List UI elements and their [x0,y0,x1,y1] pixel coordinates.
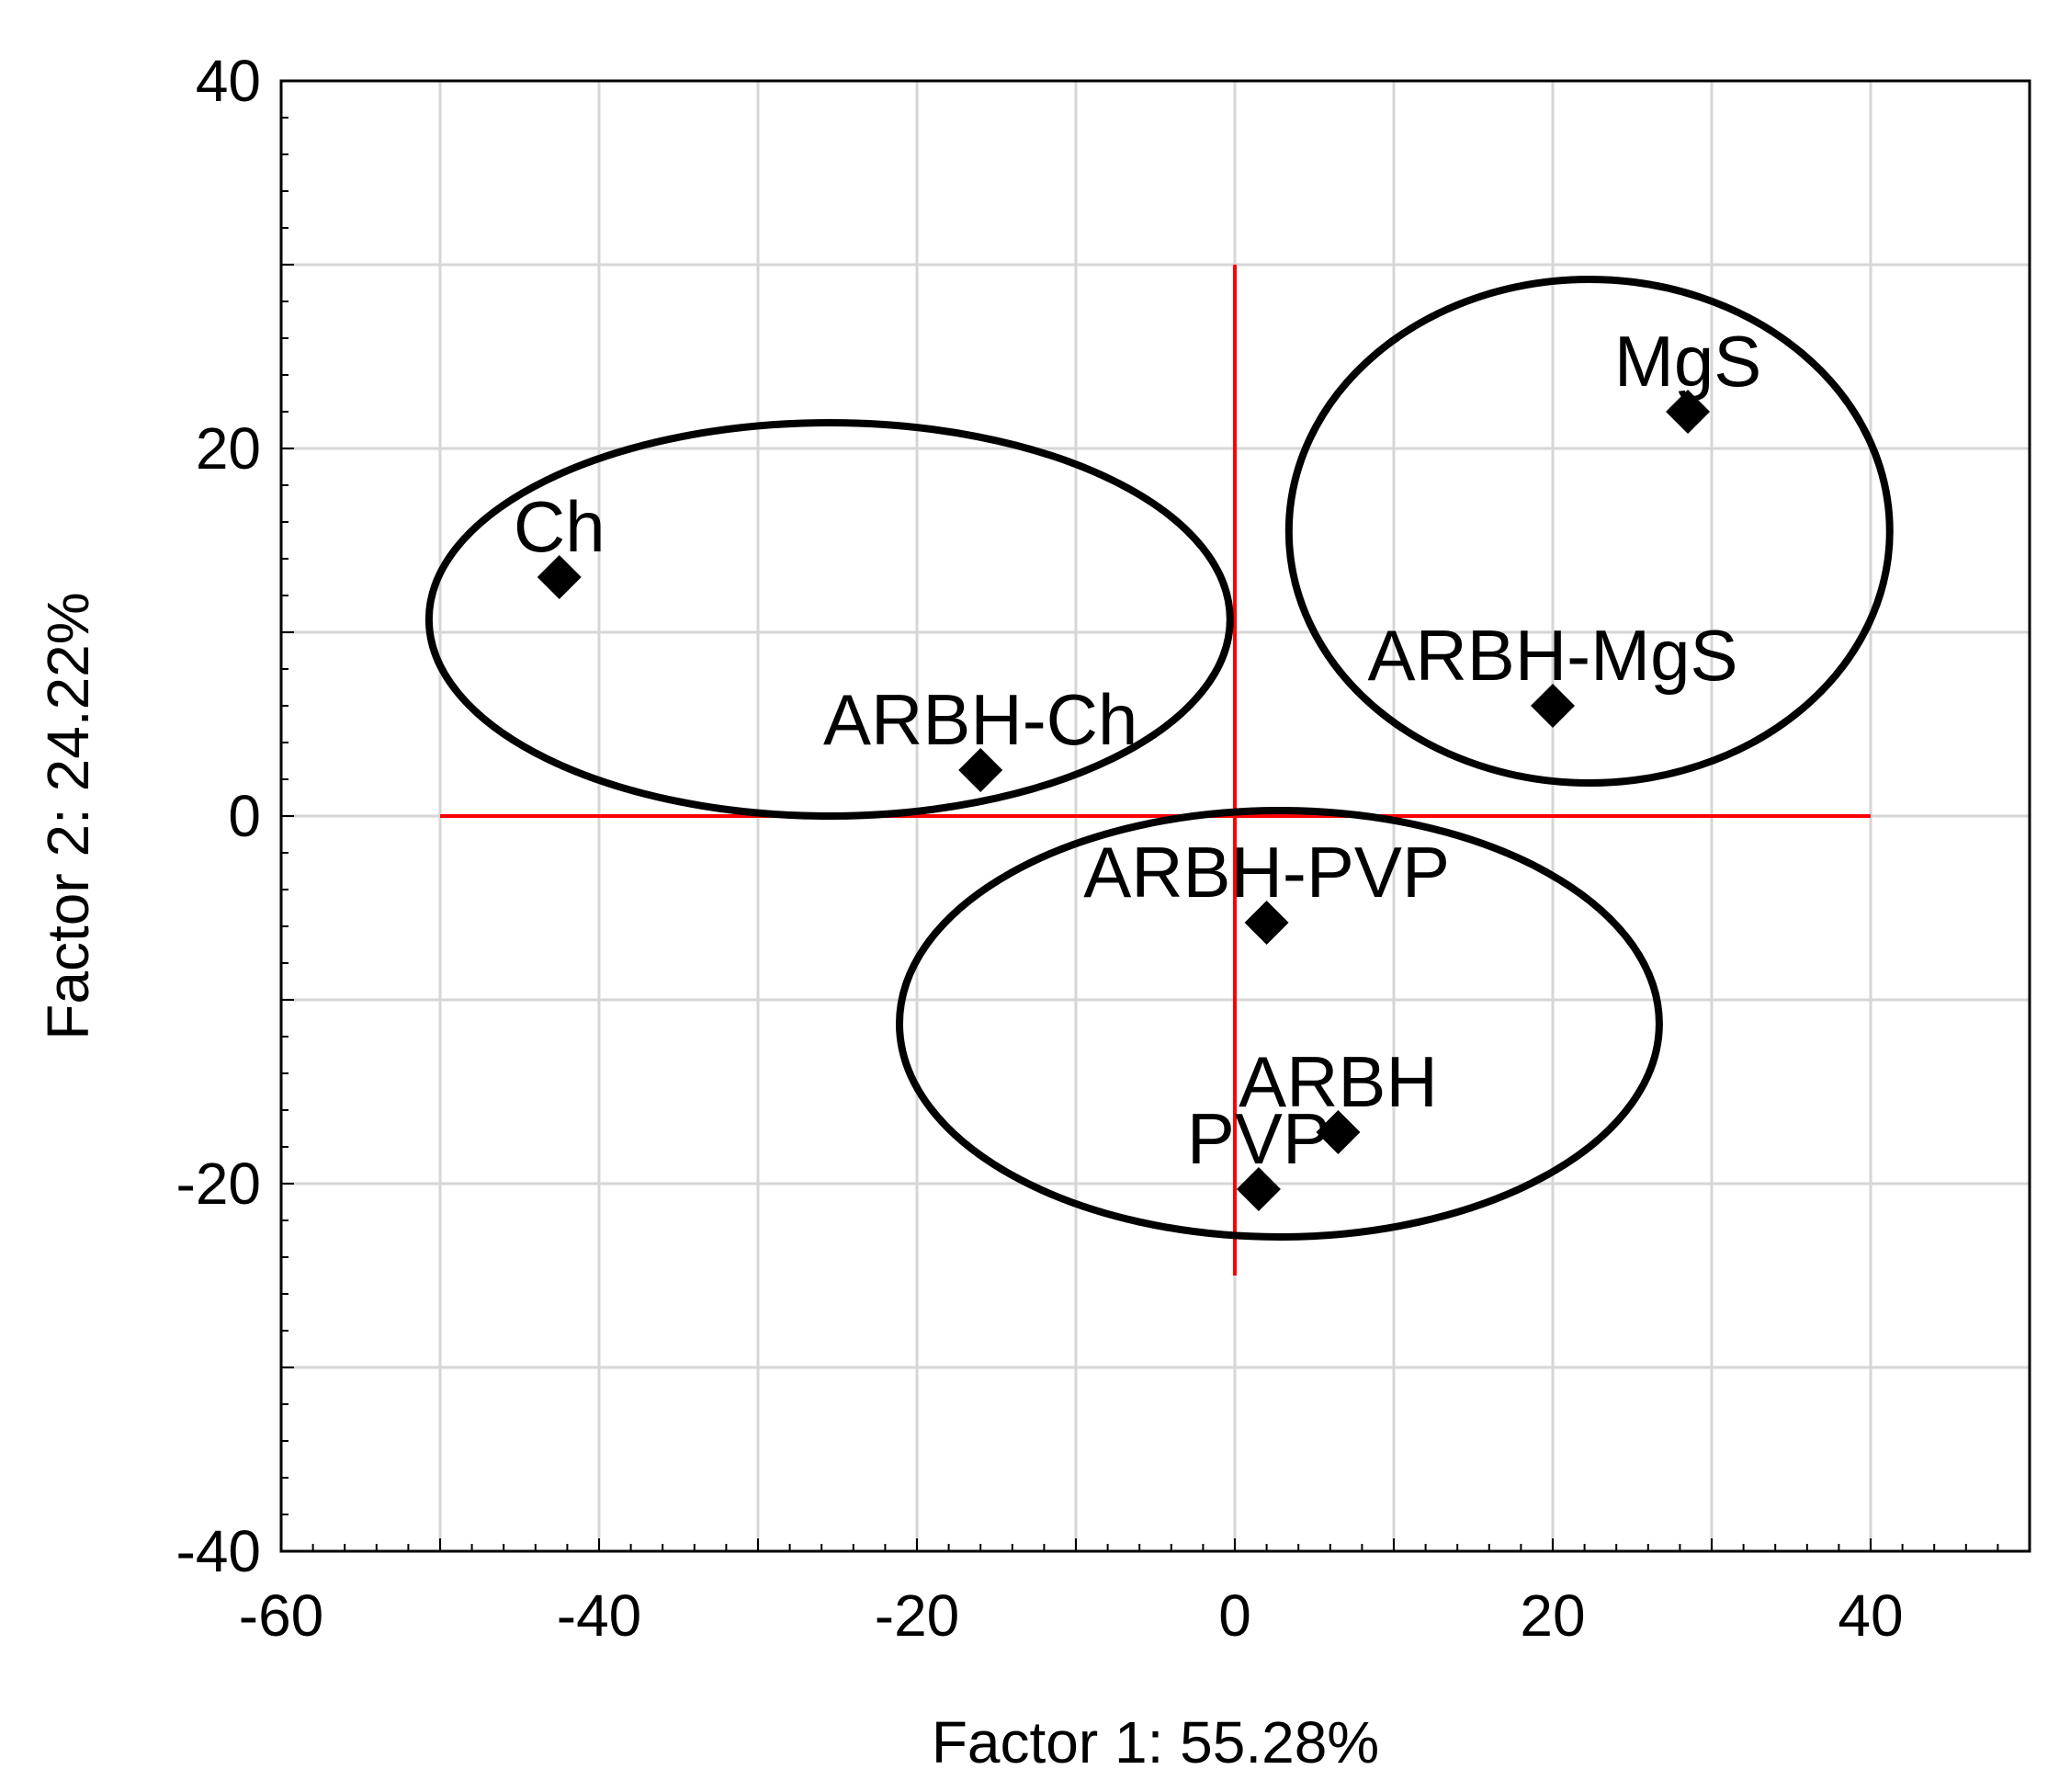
tick-marks [280,80,2031,1552]
point-label: ARBH-MgS [1367,615,1737,696]
x-tick-label: 0 [1218,1582,1251,1649]
x-tick-label: -60 [239,1582,324,1649]
data-point [1666,390,1711,434]
y-tick-label: -40 [176,1518,262,1584]
reference-lines [440,265,1871,1276]
data-point [958,748,1003,792]
y-axis-title: Factor 2: 24.22% [35,592,101,1039]
x-tick-label: -40 [557,1582,642,1649]
x-tick-label: 40 [1838,1582,1903,1649]
x-tick-label: -20 [875,1582,960,1649]
data-point [537,555,582,599]
point-label: PVP [1187,1098,1330,1179]
cluster-ellipse [1284,276,1894,787]
x-axis-title: Factor 1: 55.28% [932,1709,1379,1775]
y-tick-label: 40 [196,48,261,114]
point-label: ARBH [1239,1041,1438,1122]
point-label: ARBH-Ch [823,679,1137,760]
y-tick-label: -20 [176,1151,262,1217]
point-label: MgS [1614,321,1761,402]
y-tick-label: 20 [196,415,261,482]
cluster-ellipses [424,276,1894,1241]
data-point [1236,1167,1281,1211]
point-label: ARBH-PVP [1083,832,1450,913]
cluster-ellipse [895,807,1663,1241]
data-point [1316,1110,1361,1154]
point-label: Ch [514,486,605,567]
data-point [1244,901,1289,945]
cluster-ellipse [424,419,1234,820]
y-tick-label: 0 [228,783,261,849]
data-point [1531,684,1575,728]
x-tick-label: 20 [1520,1582,1585,1649]
